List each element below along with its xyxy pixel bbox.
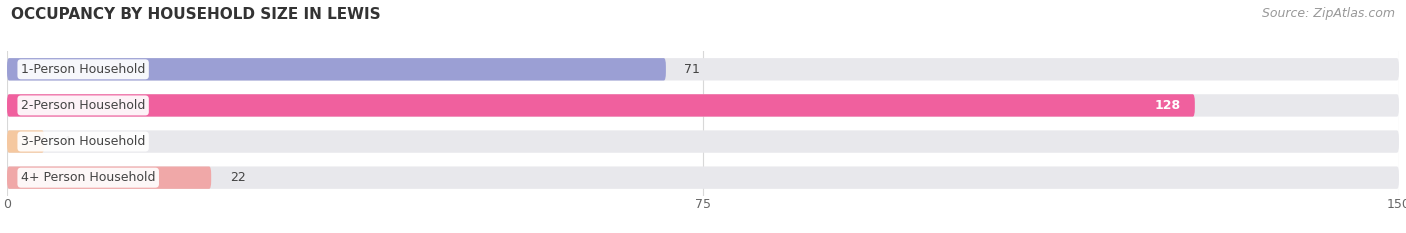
FancyBboxPatch shape: [7, 58, 666, 81]
FancyBboxPatch shape: [7, 130, 44, 153]
Text: 22: 22: [229, 171, 246, 184]
Text: Source: ZipAtlas.com: Source: ZipAtlas.com: [1261, 7, 1395, 20]
FancyBboxPatch shape: [7, 130, 1399, 153]
FancyBboxPatch shape: [7, 58, 1399, 81]
FancyBboxPatch shape: [7, 94, 1195, 117]
Text: 4: 4: [63, 135, 70, 148]
FancyBboxPatch shape: [7, 94, 1399, 117]
Text: 2-Person Household: 2-Person Household: [21, 99, 145, 112]
FancyBboxPatch shape: [7, 166, 211, 189]
Text: 1-Person Household: 1-Person Household: [21, 63, 145, 76]
Text: OCCUPANCY BY HOUSEHOLD SIZE IN LEWIS: OCCUPANCY BY HOUSEHOLD SIZE IN LEWIS: [11, 7, 381, 22]
Text: 4+ Person Household: 4+ Person Household: [21, 171, 156, 184]
FancyBboxPatch shape: [7, 166, 1399, 189]
Text: 3-Person Household: 3-Person Household: [21, 135, 145, 148]
Text: 71: 71: [685, 63, 700, 76]
Text: 128: 128: [1154, 99, 1181, 112]
